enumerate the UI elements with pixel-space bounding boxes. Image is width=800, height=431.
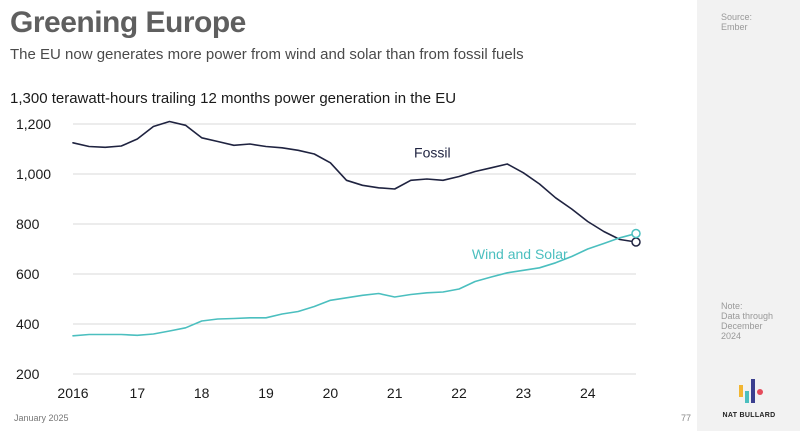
y-tick-label: 1,200 (16, 116, 51, 132)
y-tick-label: 600 (16, 266, 40, 282)
x-tick-label: 18 (194, 385, 210, 401)
line-chart: 200 400 600 800 1,000 1,200 2016 17 18 19 20 21 22 23… (16, 116, 641, 401)
series-label: Wind and Solar (472, 246, 568, 262)
x-tick-label: 24 (580, 385, 596, 401)
data-note: Note: Data through December 2024 (721, 301, 774, 341)
series-line-wind-and-solar (72, 232, 637, 337)
page-subtitle: The EU now generates more power from win… (10, 46, 524, 63)
footer-date: January 2025 (14, 413, 69, 423)
page-number: 77 (681, 413, 692, 423)
page-title: Greening Europe (10, 6, 246, 39)
y-tick-label: 1,000 (16, 166, 51, 182)
y-tick-label: 400 (16, 316, 40, 332)
source-note: Source: Ember (721, 12, 753, 32)
brand-name: NAT BULLARD (722, 412, 776, 419)
series-end-marker (631, 228, 641, 239)
x-tick-label: 19 (258, 385, 274, 401)
sidebar: Source: Ember Note: Data through Decembe… (697, 0, 800, 431)
x-tick-label: 20 (323, 385, 339, 401)
brand-logo-icon (739, 379, 763, 403)
series-end-marker (631, 237, 641, 247)
x-tick-label: 2016 (57, 385, 88, 401)
x-tick-label: 23 (516, 385, 532, 401)
series-label: Fossil (414, 144, 451, 160)
y-tick-label: 800 (16, 216, 40, 232)
x-tick-label: 22 (451, 385, 467, 401)
x-tick-label: 17 (130, 385, 146, 401)
chart-title: 1,300 terawatt-hours trailing 12 months … (10, 90, 457, 107)
x-tick-label: 21 (387, 385, 403, 401)
y-tick-label: 200 (16, 366, 40, 382)
main-panel: Greening Europe The EU now generates mor… (10, 6, 692, 423)
series-line-fossil (72, 120, 637, 243)
